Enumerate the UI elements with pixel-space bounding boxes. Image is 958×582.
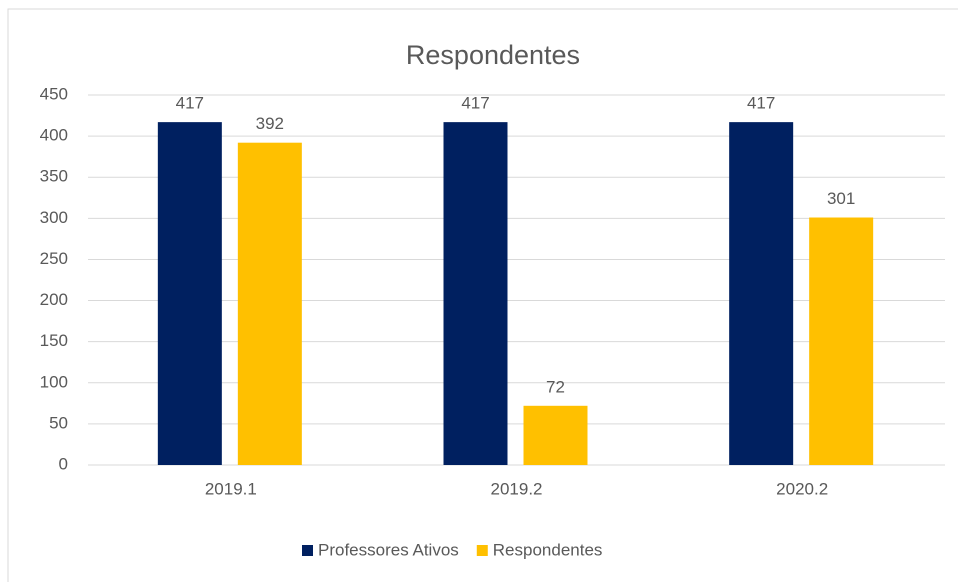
data-label: 392 [256, 114, 284, 133]
y-tick-label: 350 [40, 167, 68, 186]
data-label: 301 [827, 189, 855, 208]
legend-label: Respondentes [493, 540, 603, 559]
chart-title: Respondentes [406, 40, 580, 70]
x-tick-label: 2020.2 [776, 479, 828, 498]
y-tick-label: 450 [40, 84, 68, 103]
bar [809, 217, 874, 465]
data-label: 72 [546, 377, 565, 396]
y-tick-label: 400 [40, 126, 68, 145]
y-tick-label: 300 [40, 208, 68, 227]
y-tick-label: 250 [40, 249, 68, 268]
legend-swatch [476, 545, 488, 556]
data-label: 417 [747, 94, 775, 113]
data-label: 417 [176, 94, 204, 113]
bar [237, 142, 302, 465]
bar [729, 122, 794, 465]
bar [157, 122, 222, 465]
x-tick-label: 2019.2 [491, 479, 543, 498]
x-tick-label: 2019.1 [205, 479, 257, 498]
y-tick-label: 150 [40, 331, 68, 350]
y-tick-label: 100 [40, 372, 68, 391]
legend-swatch [302, 545, 313, 556]
legend-label: Professores Ativos [318, 540, 459, 559]
y-tick-label: 0 [59, 454, 68, 473]
data-label: 417 [461, 94, 489, 113]
bar [443, 122, 508, 465]
bar [523, 405, 588, 465]
y-tick-label: 200 [40, 290, 68, 309]
y-tick-label: 50 [49, 413, 68, 432]
